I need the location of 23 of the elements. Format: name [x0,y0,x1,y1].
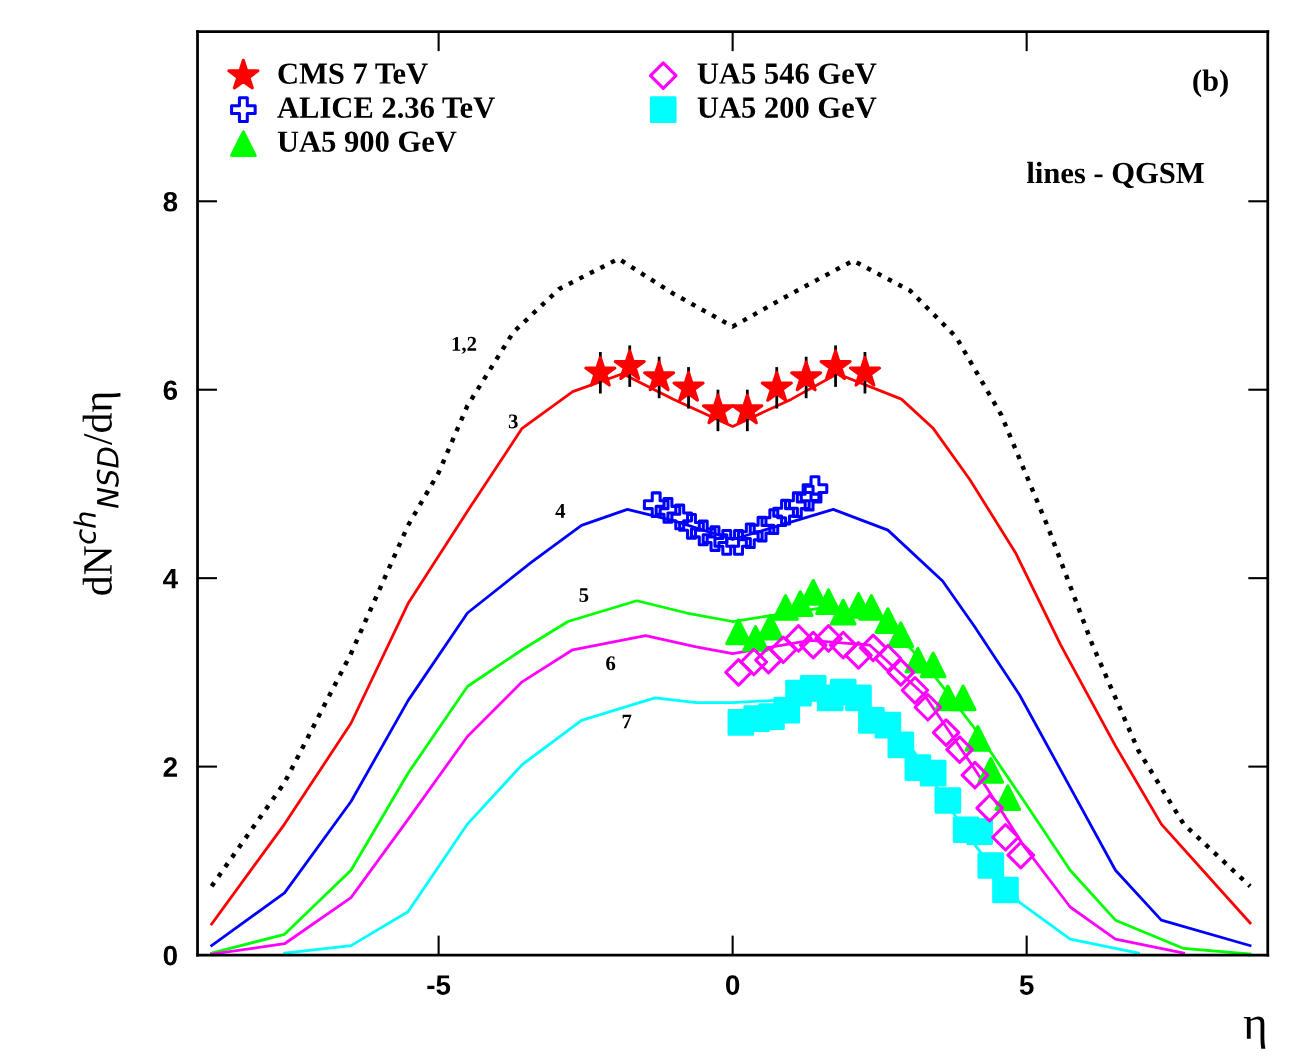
annotation: 4 [555,504,566,518]
legend-label: UA5 200 GeV [697,97,877,119]
y-tick-label: 6 [163,380,178,401]
annotation: 3 [508,414,518,429]
y-tick-label: 8 [163,191,178,212]
legend-label: ALICE 2.36 TeV [277,97,495,119]
y-tick-label: 0 [163,945,177,966]
x-tick-label: 0 [726,975,740,995]
legend-label: UA5 900 GeV [277,131,457,153]
annotation: 5 [579,588,589,602]
annotation: lines - QGSM [1026,161,1204,189]
annotation: (b) [1193,69,1228,98]
x-tick-label: 5 [1019,975,1034,995]
y-tick-label: 4 [163,569,178,589]
annotation: 1,2 [452,336,477,354]
legend-label: CMS 7 TeV [278,63,428,85]
x-tick-label: -5 [427,975,451,995]
annotation: 6 [606,656,616,671]
y-tick-label: 2 [163,757,177,777]
legend-label: UA5 546 GeV [697,63,877,85]
y-axis-title: dN$^{ch}$$_{NSD}$/dη [73,392,121,595]
annotation: 7 [622,714,632,729]
x-axis-title: η [1243,1016,1266,1049]
